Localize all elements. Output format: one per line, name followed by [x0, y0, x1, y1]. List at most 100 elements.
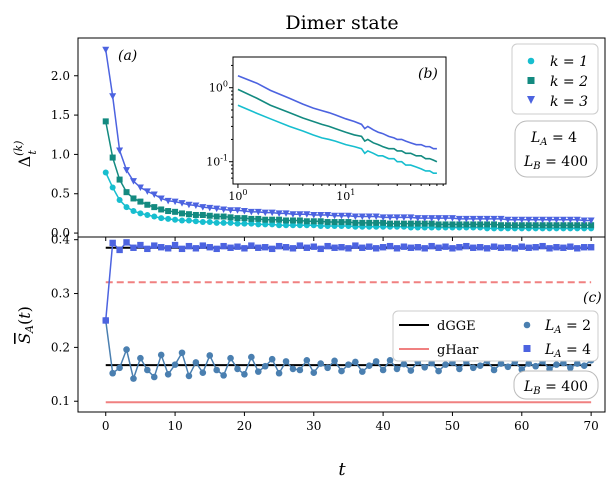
data-point-la2 [365, 362, 373, 369]
data-point-la4 [497, 244, 505, 251]
data-point-k2 [151, 204, 158, 211]
panel-c-ytick-label: 0.2 [51, 340, 70, 354]
legend-k1: k = 1 [527, 54, 588, 70]
data-point-la4 [206, 244, 213, 251]
data-point-k2 [407, 220, 414, 227]
data-point-la2 [268, 355, 276, 363]
data-point-la2 [296, 366, 304, 374]
data-point-la2 [289, 365, 297, 373]
data-point-k3 [490, 215, 498, 223]
panel-c-legend: dGGE gHaar LA = 2 LA = 4 [392, 310, 599, 362]
data-point-k3 [324, 211, 332, 219]
data-point-k3 [532, 216, 540, 224]
data-point-k1 [234, 220, 241, 227]
data-point-k1 [109, 184, 116, 191]
data-point-k2 [352, 219, 359, 226]
panel-c-xtick-label: 70 [583, 419, 598, 433]
data-point-la4 [310, 243, 317, 250]
panel-c-xtick-label: 60 [514, 419, 529, 433]
data-point-la4 [504, 244, 512, 251]
data-point-la4 [345, 245, 352, 252]
data-point-la4 [109, 239, 116, 247]
data-point-la2 [241, 371, 248, 378]
data-point-la4 [546, 245, 553, 252]
data-point-k2 [109, 154, 116, 161]
data-point-la4 [463, 242, 470, 250]
data-point-la4 [400, 243, 408, 250]
inset-b-frame [232, 56, 447, 185]
data-point-k2 [283, 217, 290, 224]
data-point-la2 [109, 369, 116, 377]
data-point-k2 [102, 118, 109, 125]
data-point-la2 [435, 367, 442, 375]
data-point-k1 [227, 219, 234, 226]
panel-b-series-k3-line [237, 75, 437, 150]
data-point-la4 [393, 245, 401, 252]
data-point-k3 [213, 205, 221, 213]
data-point-k3 [518, 216, 526, 224]
data-point-k1 [158, 215, 165, 222]
data-point-la4 [241, 245, 248, 252]
data-point-k2 [435, 221, 442, 228]
data-point-la4 [248, 242, 255, 249]
data-point-la2 [303, 357, 311, 364]
panel-a-ytick-label: 0.0 [51, 226, 70, 240]
panel-a-la-label: LA = 4 [530, 130, 577, 148]
data-point-k3 [206, 204, 214, 212]
data-point-la4 [442, 243, 449, 250]
data-point-la4 [171, 241, 179, 249]
panel-c-xtick-label: 40 [375, 419, 390, 433]
data-point-la2 [254, 368, 262, 375]
data-point-la4 [199, 242, 207, 249]
data-point-k1 [283, 222, 290, 229]
data-point-k3 [164, 197, 172, 205]
data-point-k2 [546, 222, 553, 229]
data-point-k2 [234, 215, 241, 222]
data-point-la2 [157, 351, 165, 359]
data-point-k3 [247, 208, 255, 216]
data-point-k2 [289, 217, 296, 224]
data-point-la4 [372, 245, 380, 252]
data-point-la2 [137, 354, 144, 362]
panel-a-label: (a) [118, 48, 137, 64]
data-point-k3 [448, 215, 456, 222]
data-point-la4 [151, 242, 158, 249]
panel-a-ytick-label: 2.0 [51, 69, 70, 83]
inset-b-background [233, 57, 446, 184]
data-point-k2 [539, 222, 546, 229]
data-point-k2 [276, 216, 283, 223]
data-point-k3 [573, 216, 581, 224]
data-point-la4 [192, 245, 200, 252]
legend-la4: LA = 4 [523, 342, 591, 360]
data-point-la2 [497, 360, 505, 367]
data-point-k1 [192, 218, 199, 225]
data-point-k3 [442, 215, 450, 222]
data-point-k3 [233, 207, 241, 214]
legend-la2-label: LA = 2 [544, 318, 591, 336]
panel-c-series [102, 239, 595, 404]
data-point-la4 [511, 245, 519, 252]
data-point-la2 [352, 358, 359, 366]
data-point-la2 [400, 360, 408, 368]
data-point-k2 [338, 219, 345, 226]
data-point-la2 [144, 366, 151, 374]
panel-a-ytick-label: 1.0 [51, 147, 70, 161]
data-point-k2 [380, 219, 387, 226]
data-point-k3 [317, 211, 325, 219]
data-point-k2 [567, 222, 574, 229]
data-point-la4 [234, 243, 241, 250]
data-point-la2 [532, 362, 539, 370]
data-point-la2 [199, 369, 207, 376]
data-point-k1 [289, 222, 296, 229]
data-point-la4 [414, 244, 421, 251]
data-point-la2 [490, 366, 498, 374]
data-point-k1 [255, 221, 262, 228]
data-point-la2 [525, 360, 533, 367]
data-point-la2 [324, 364, 331, 372]
data-point-k3 [539, 216, 547, 224]
data-point-k2 [366, 219, 373, 226]
data-point-k1 [179, 217, 186, 224]
panel-c-size-box: LB = 400 [513, 370, 599, 400]
panel-c-xtick-label: 50 [445, 419, 460, 433]
data-point-k2 [525, 222, 532, 229]
